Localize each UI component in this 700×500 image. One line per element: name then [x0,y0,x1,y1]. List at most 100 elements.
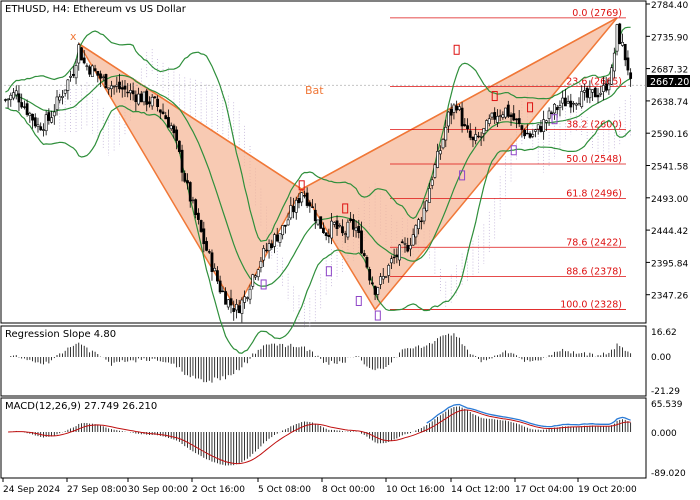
bear-candle [368,269,372,281]
bull-candle [487,118,491,124]
macd-tick-label: -89.020 [651,469,686,479]
fib-level-label: 23.6 (2665) [566,77,622,88]
bull-candle [338,224,342,227]
main-chart-panel [0,0,647,324]
bull-candle [544,120,548,123]
bear-candle [362,253,366,256]
bear-candle [33,117,37,127]
bear-candle [618,23,622,45]
bear-candle [188,182,192,202]
bear-candle [308,202,312,207]
bear-candle [471,136,475,141]
bull-candle [61,95,64,98]
bull-candle [330,220,333,239]
bull-candle [256,269,260,278]
bear-candle [460,107,464,127]
bear-candle [275,234,279,242]
bear-candle [593,87,597,98]
lower-band-line [5,105,631,354]
bear-candle [93,68,97,72]
fractal-marker [491,91,498,102]
bull-candle [504,107,507,118]
bear-candle [153,96,157,98]
bear-candle [351,219,355,230]
bear-candle [585,87,589,98]
fib-level-label: 50.0 (2548) [566,154,622,165]
main-y-axis: 2784.40 2735.90 2687.32 2638.74 2590.16 2541.… [646,1,688,302]
bear-candle [131,90,135,95]
bear-candle [324,232,328,236]
bear-candle [17,93,21,103]
fib-level-label: 78.6 (2422) [566,237,622,248]
bull-candle [501,114,505,118]
bear-candle [186,180,189,184]
bear-candle [449,108,453,116]
bull-candle [52,111,56,117]
bull-candle [610,67,614,85]
bull-candle [602,85,605,92]
bear-candle [629,72,633,79]
bull-candle [90,65,94,77]
bear-candle [523,129,527,137]
bull-candle [286,219,290,226]
bull-candle [289,205,293,219]
bear-candle [406,244,410,252]
bull-candle [69,75,73,78]
bull-candle [273,234,276,247]
bull-candle [169,125,173,130]
candlesticks [3,22,646,323]
bear-candle [177,140,181,152]
bear-candle [512,113,516,121]
bear-candle [455,105,459,111]
x-tick-label: 24 Sep 2024 [3,485,60,495]
bear-candle [145,90,149,105]
bear-candle [172,125,176,134]
bull-candle [534,129,537,132]
bull-candle [6,98,10,101]
regression-slope-panel [0,325,647,397]
bull-candle [390,258,393,264]
chart-title: ETHUSD, H4: Ethereum vs US Dollar [5,4,187,15]
bull-candle [387,265,391,276]
fractal-marker [342,203,349,214]
bear-candle [303,195,306,197]
bear-candle [216,270,219,282]
bull-candle [561,97,565,104]
upper-band-line [5,26,631,242]
bear-candle [292,205,295,213]
bull-candle [411,234,415,246]
bear-candle [539,126,543,132]
bull-candle [607,83,611,91]
bear-candle [104,74,108,89]
bear-candle [509,114,513,118]
bull-candle [558,105,562,108]
bear-candle [550,112,554,114]
bear-candle [158,109,162,113]
pattern-name-label: Bat [305,84,324,97]
bear-candle [221,290,225,293]
bear-candle [400,241,404,244]
bear-candle [237,305,241,313]
bear-candle [180,149,184,173]
bull-candle [300,192,304,203]
bear-candle [468,130,472,138]
y-tick-label: 2784.40 [651,1,688,11]
bear-candle [207,251,211,253]
bull-candle [254,275,257,278]
bear-candle [517,118,521,124]
x-tick-label: 5 Oct 08:00 [258,485,311,495]
regression-tick-label: 16.62 [651,328,677,338]
current-price-badge: 2667.20 [647,75,690,88]
bull-candle [354,227,358,232]
bear-candle [349,218,353,221]
x-tick-label: 17 Oct 04:00 [515,485,574,495]
bull-candle [129,90,132,94]
bull-candle [531,134,535,137]
fractal-marker [527,102,534,113]
bear-candle [31,113,34,121]
bull-candle [14,90,18,96]
bull-candle [422,207,426,222]
bull-candle [150,96,154,107]
bull-candle [490,112,494,118]
macd-signal-line [8,409,631,465]
